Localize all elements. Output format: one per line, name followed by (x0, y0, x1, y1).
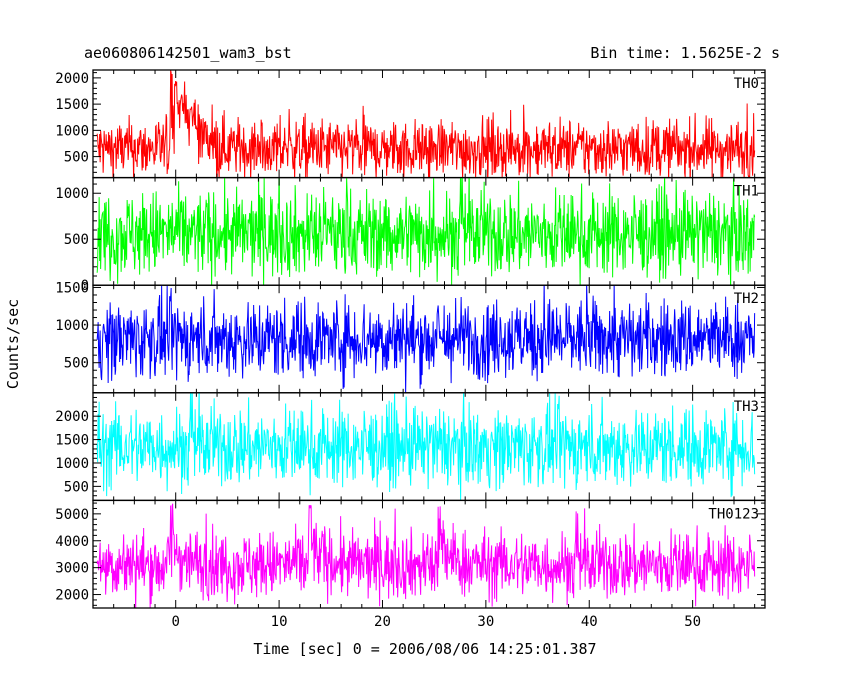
y-tick-label: 5000 (55, 507, 89, 523)
x-tick-label: 0 (171, 614, 179, 630)
y-tick-label: 1000 (55, 186, 89, 202)
chart-title: ae060806142501_wam3_bst (84, 44, 292, 62)
series-line-th0123 (96, 503, 756, 608)
panel-label-th3: TH3 (734, 399, 759, 415)
x-tick-label: 30 (477, 614, 494, 630)
y-axis-label: Counts/sec (4, 299, 22, 389)
y-tick-label: 1500 (55, 97, 89, 113)
panel-label-th0: TH0 (734, 76, 759, 92)
series-line-th1 (96, 177, 756, 286)
y-tick-label: 2000 (55, 409, 89, 425)
x-tick-label: 20 (374, 614, 391, 630)
y-tick-label: 0 (81, 278, 89, 294)
panel-th3: 500 1000 1500 2000 TH3 (55, 392, 766, 502)
y-tick-label: 2000 (55, 71, 89, 87)
panel-th0123: 2000 3000 4000 5000 TH0123 (55, 499, 766, 609)
y-tick-label: 2000 (55, 588, 89, 604)
x-tick-label: 50 (684, 614, 701, 630)
series-line-th3 (96, 392, 756, 501)
series-line-th0 (96, 70, 756, 178)
y-tick-label: 500 (64, 232, 89, 248)
panel-label-th2: TH2 (734, 291, 759, 307)
y-tick-label: 1000 (55, 123, 89, 139)
y-tick-label: 4000 (55, 534, 89, 550)
y-tick-label: 1000 (55, 456, 89, 472)
panel-th2: 500 1000 1500 TH2 (55, 280, 766, 394)
x-tick-label: 10 (271, 614, 288, 630)
panel-label-th0123: TH0123 (708, 506, 759, 522)
x-tick-label: 40 (581, 614, 598, 630)
y-tick-label: 1500 (55, 280, 89, 296)
y-tick-label: 500 (64, 150, 89, 166)
y-tick-label: 3000 (55, 561, 89, 577)
panel-th0: 500 1000 1500 2000 TH0 (55, 69, 766, 179)
series-line-th2 (96, 285, 756, 393)
panel-label-th1: TH1 (734, 184, 759, 200)
y-tick-label: 1000 (55, 318, 89, 334)
panel-frame (92, 499, 766, 609)
panel-th1: 0 500 1000 TH1 (55, 176, 766, 294)
y-tick-label: 500 (64, 479, 89, 495)
x-axis-label: Time [sec] 0 = 2006/08/06 14:25:01.387 (253, 640, 596, 658)
bin-time-label: Bin time: 1.5625E-2 s (590, 44, 780, 62)
y-tick-label: 500 (64, 356, 89, 372)
y-tick-label: 1500 (55, 433, 89, 449)
